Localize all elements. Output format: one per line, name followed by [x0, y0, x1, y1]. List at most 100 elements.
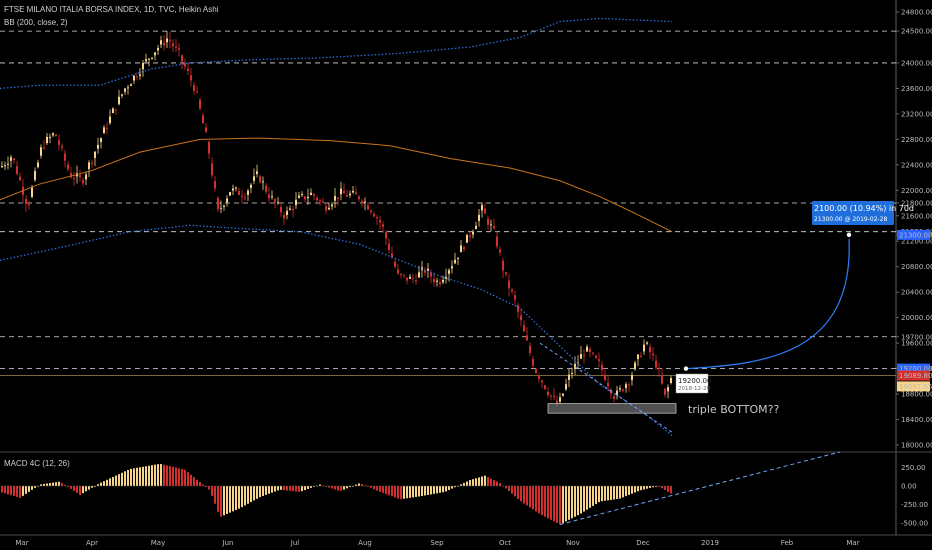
- candle-body: [259, 176, 261, 183]
- candle-body: [142, 62, 144, 70]
- macd-bar: [499, 483, 501, 486]
- candle: [64, 149, 66, 168]
- candle: [655, 354, 657, 370]
- macd-bar: [631, 486, 633, 494]
- candle-body: [367, 205, 369, 210]
- candle-body: [271, 196, 273, 198]
- candle: [52, 132, 54, 138]
- candle: [643, 339, 645, 355]
- candle: [496, 230, 498, 249]
- candle: [412, 273, 414, 284]
- candle: [310, 188, 312, 196]
- candle: [493, 218, 495, 231]
- candle: [28, 200, 30, 210]
- candle: [511, 288, 513, 295]
- candle-body: [457, 257, 459, 259]
- candle-body: [166, 38, 168, 43]
- candle: [157, 44, 159, 55]
- candle: [580, 346, 582, 359]
- candle: [367, 202, 369, 211]
- candle-body: [361, 200, 363, 204]
- candle-body: [151, 57, 153, 59]
- candle-body: [643, 344, 645, 352]
- candle: [559, 392, 561, 404]
- candle-body: [301, 194, 303, 196]
- macd-bar: [442, 486, 444, 493]
- candle-body: [640, 355, 642, 357]
- macd-bar: [199, 482, 201, 486]
- macd-bar: [190, 474, 192, 486]
- candle-body: [58, 140, 60, 145]
- macd-bar: [25, 486, 27, 494]
- candle-body: [289, 208, 291, 210]
- candle: [451, 260, 453, 274]
- candle: [484, 202, 486, 214]
- macd-bar: [235, 486, 237, 510]
- macd-bar: [64, 484, 66, 486]
- time-tick-label: Oct: [499, 539, 511, 547]
- candle-body: [1, 165, 3, 168]
- macd-bar: [226, 486, 228, 514]
- macd-bar: [208, 486, 210, 490]
- macd-bar: [178, 468, 180, 486]
- candle: [139, 68, 141, 80]
- candle: [223, 204, 225, 211]
- macd-bar: [214, 486, 216, 504]
- candle-body: [187, 68, 189, 72]
- macd-bar: [436, 486, 438, 494]
- candle: [241, 189, 243, 204]
- price-tick-label: 21800.00: [901, 200, 932, 208]
- candle: [457, 257, 459, 266]
- macd-bar: [7, 486, 9, 495]
- macd-bar: [343, 486, 345, 490]
- macd-bar: [379, 486, 381, 492]
- candle-body: [466, 234, 468, 243]
- macd-bar: [88, 486, 90, 490]
- candle-body: [226, 198, 228, 203]
- candle: [250, 182, 252, 194]
- candle-body: [346, 194, 348, 197]
- macd-bar: [211, 486, 213, 496]
- candle-body: [190, 75, 192, 81]
- macd-bar: [589, 486, 591, 508]
- candle-body: [49, 136, 51, 138]
- candle: [592, 351, 594, 356]
- candle: [514, 290, 516, 307]
- macd-bar: [607, 486, 609, 501]
- candle-body: [568, 374, 570, 380]
- candle: [142, 60, 144, 77]
- candle-body: [67, 164, 69, 170]
- candle: [526, 327, 528, 342]
- candle: [607, 376, 609, 392]
- price-tick-label: 24800.00: [901, 9, 932, 17]
- price-tick-label: 20800.00: [901, 263, 932, 271]
- candle: [46, 133, 48, 145]
- macd-bar: [103, 481, 105, 486]
- candle: [1, 161, 3, 169]
- macd-bar: [664, 486, 666, 491]
- candle-body: [109, 116, 111, 124]
- macd-bar: [67, 486, 69, 487]
- time-tick-label: Feb: [781, 539, 794, 547]
- candle: [13, 157, 15, 165]
- macd-bar: [439, 486, 441, 493]
- candle: [265, 183, 267, 195]
- candle-body: [124, 88, 126, 92]
- candle: [37, 159, 39, 169]
- candle: [190, 67, 192, 87]
- macd-bar: [517, 486, 519, 500]
- candle-body: [406, 277, 408, 281]
- candle-body: [115, 109, 117, 111]
- macd-bar: [328, 486, 330, 488]
- candle-body: [304, 196, 306, 200]
- candle-body: [292, 209, 294, 211]
- candle: [88, 160, 90, 178]
- candle: [226, 195, 228, 207]
- macd-bar: [649, 486, 651, 488]
- macd-bar: [448, 486, 450, 491]
- candle-body: [133, 75, 135, 81]
- price-badge-previous-box: [897, 381, 930, 392]
- pivot-price: 19200.00: [678, 377, 711, 385]
- candle-body: [511, 289, 513, 292]
